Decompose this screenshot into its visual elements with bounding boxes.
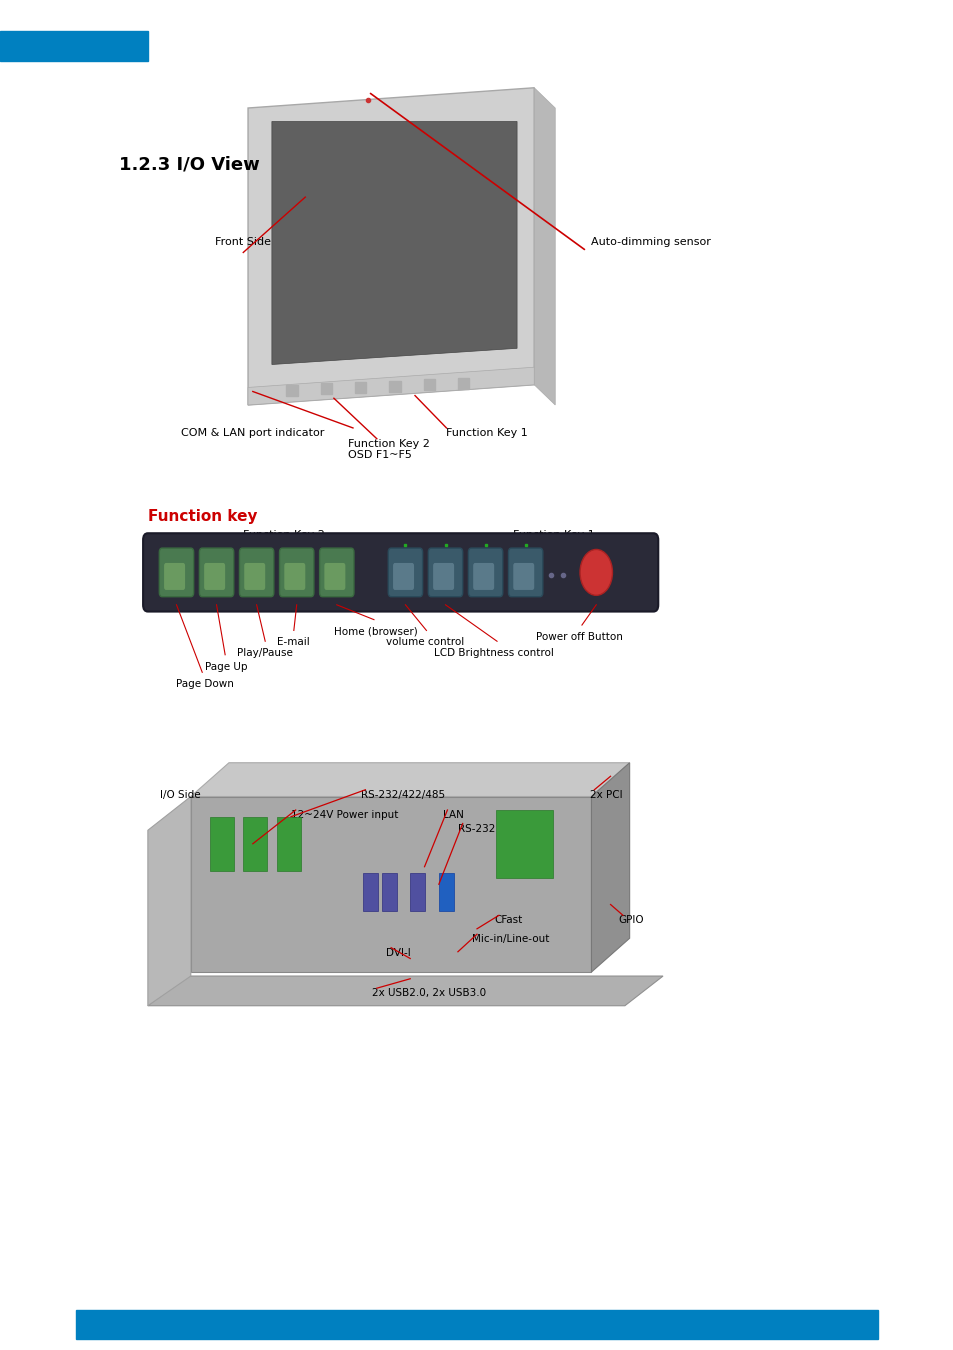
- Polygon shape: [191, 763, 629, 796]
- Text: LCD Brightness control: LCD Brightness control: [434, 648, 554, 657]
- Bar: [210, 817, 233, 871]
- Text: Home (browser): Home (browser): [334, 626, 417, 636]
- Polygon shape: [272, 122, 517, 364]
- Text: E-mail: E-mail: [276, 637, 309, 647]
- Text: LAN: LAN: [442, 810, 463, 819]
- Circle shape: [579, 549, 612, 595]
- FancyBboxPatch shape: [468, 548, 502, 597]
- Text: Front Side: Front Side: [215, 238, 271, 247]
- Text: 12~24V Power input: 12~24V Power input: [291, 810, 398, 819]
- Bar: [320, 383, 332, 394]
- FancyBboxPatch shape: [244, 563, 265, 590]
- FancyBboxPatch shape: [279, 548, 314, 597]
- Bar: [381, 873, 396, 911]
- FancyBboxPatch shape: [513, 563, 534, 590]
- Text: Function Key 2: Function Key 2: [243, 531, 325, 540]
- Text: Page Down: Page Down: [176, 679, 234, 688]
- FancyBboxPatch shape: [143, 533, 658, 612]
- Text: volume control: volume control: [386, 637, 464, 647]
- FancyBboxPatch shape: [204, 563, 225, 590]
- Bar: [423, 379, 435, 390]
- Text: Page Up: Page Up: [205, 662, 248, 671]
- Bar: [276, 817, 300, 871]
- Text: Auto-dimming sensor: Auto-dimming sensor: [591, 238, 711, 247]
- Bar: [389, 381, 400, 392]
- Text: Function Key 2
OSD F1~F5: Function Key 2 OSD F1~F5: [348, 439, 430, 460]
- Text: 2x USB2.0, 2x USB3.0: 2x USB2.0, 2x USB3.0: [372, 988, 486, 998]
- Bar: [355, 382, 366, 393]
- FancyBboxPatch shape: [239, 548, 274, 597]
- Text: Mic-in/Line-out: Mic-in/Line-out: [472, 934, 549, 944]
- Text: GPIO: GPIO: [618, 915, 643, 925]
- FancyBboxPatch shape: [164, 563, 185, 590]
- FancyBboxPatch shape: [428, 548, 462, 597]
- Bar: [243, 817, 267, 871]
- Bar: [410, 873, 425, 911]
- FancyBboxPatch shape: [284, 563, 305, 590]
- Bar: [438, 873, 454, 911]
- Text: Function Key 1: Function Key 1: [513, 531, 595, 540]
- Polygon shape: [534, 88, 555, 405]
- FancyBboxPatch shape: [324, 563, 345, 590]
- Bar: [76, 1310, 877, 1339]
- Polygon shape: [191, 796, 591, 972]
- Text: I/O Side: I/O Side: [160, 790, 201, 799]
- Bar: [362, 873, 377, 911]
- Polygon shape: [148, 796, 191, 1006]
- Text: COM & LAN port indicator: COM & LAN port indicator: [181, 428, 324, 437]
- FancyBboxPatch shape: [159, 548, 193, 597]
- FancyBboxPatch shape: [508, 548, 542, 597]
- Bar: [496, 810, 553, 878]
- Polygon shape: [248, 88, 534, 405]
- Text: 2x PCI: 2x PCI: [589, 790, 621, 799]
- FancyBboxPatch shape: [433, 563, 454, 590]
- FancyBboxPatch shape: [319, 548, 354, 597]
- Bar: [457, 378, 469, 389]
- Text: Function key: Function key: [148, 509, 257, 524]
- Text: 1.2.3 I/O View: 1.2.3 I/O View: [119, 155, 260, 173]
- Bar: [286, 385, 297, 396]
- Polygon shape: [591, 763, 629, 972]
- Text: RS-232: RS-232: [457, 824, 495, 833]
- FancyBboxPatch shape: [199, 548, 233, 597]
- FancyBboxPatch shape: [388, 548, 422, 597]
- Polygon shape: [148, 976, 662, 1006]
- FancyBboxPatch shape: [473, 563, 494, 590]
- Text: Power off Button: Power off Button: [536, 632, 622, 641]
- Text: RS-232/422/485: RS-232/422/485: [360, 790, 444, 799]
- Bar: [0, 31, 148, 61]
- Polygon shape: [248, 367, 534, 405]
- Text: Function Key 1: Function Key 1: [446, 428, 528, 437]
- Text: DVI-I: DVI-I: [386, 948, 411, 957]
- Text: Play/Pause: Play/Pause: [236, 648, 293, 657]
- FancyBboxPatch shape: [393, 563, 414, 590]
- Text: CFast: CFast: [494, 915, 522, 925]
